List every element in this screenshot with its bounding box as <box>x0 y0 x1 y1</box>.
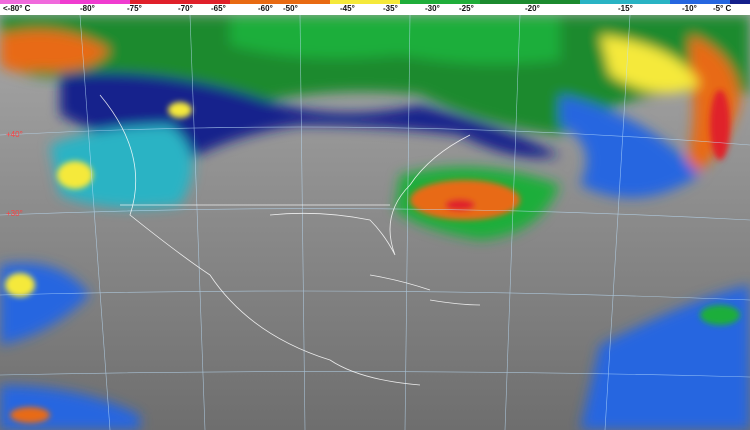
legend-color-swatch <box>60 0 130 4</box>
infrared-satellite-map: +40° +30° <box>0 15 750 430</box>
legend-tick: <-80° C <box>3 4 31 13</box>
legend-color-swatch <box>330 0 400 4</box>
legend-color-swatch <box>730 0 750 4</box>
legend-color-swatch <box>670 0 730 4</box>
legend-color-swatch <box>230 0 330 4</box>
latitude-label-40: +40° <box>6 130 23 139</box>
temperature-color-legend: <-80° C -80° -75° -70° -65° -60° -50° -4… <box>0 0 750 15</box>
legend-tick: -30° <box>425 4 440 13</box>
legend-color-swatch <box>580 0 670 4</box>
coastlines-borders <box>99 94 481 386</box>
latitude-longitude-grid <box>0 15 750 430</box>
legend-color-swatch <box>130 0 230 4</box>
legend-tick: -35° <box>383 4 398 13</box>
legend-tick: -5° C <box>713 4 732 13</box>
cloud-top-regions <box>0 15 750 430</box>
legend-color-swatch <box>400 0 480 4</box>
legend-tick: -65° <box>211 4 226 13</box>
legend-tick: -60° <box>258 4 273 13</box>
legend-tick: -80° <box>80 4 95 13</box>
legend-color-bar <box>0 0 750 4</box>
legend-tick: -15° <box>618 4 633 13</box>
legend-tick: -25° <box>459 4 474 13</box>
legend-tick: -20° <box>525 4 540 13</box>
legend-tick: -70° <box>178 4 193 13</box>
legend-tick: -50° <box>283 4 298 13</box>
legend-tick: -75° <box>127 4 142 13</box>
latitude-label-30: +30° <box>6 209 23 218</box>
legend-color-swatch <box>0 0 60 4</box>
legend-color-swatch <box>480 0 580 4</box>
legend-tick: -45° <box>340 4 355 13</box>
legend-tick: -10° <box>682 4 697 13</box>
